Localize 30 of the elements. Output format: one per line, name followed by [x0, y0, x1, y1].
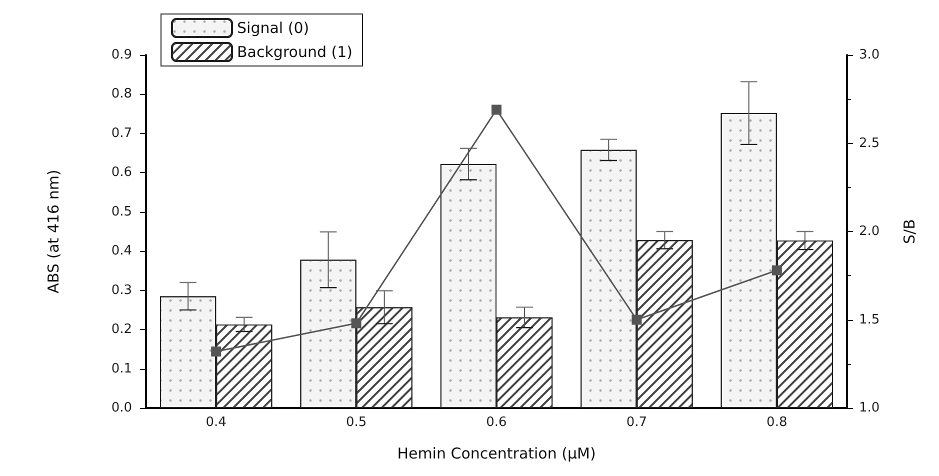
y-axis-title: ABS (at 416 nm): [44, 170, 62, 294]
y-tick-label: 0.9: [111, 48, 132, 62]
point: [772, 265, 782, 276]
y-tick-label: 0.0: [111, 400, 132, 416]
y-tick-label: 0.4: [111, 244, 132, 259]
y2-tick-label: 1.5: [859, 312, 880, 328]
point: [211, 346, 222, 357]
y2-tick-label: 2.5: [859, 136, 880, 151]
x-tick-label: 0.4: [206, 415, 226, 430]
x-tick-label: 0.5: [346, 415, 367, 430]
y-tick-label: 0.2: [111, 322, 132, 338]
y-tick-label: 0.3: [111, 282, 132, 298]
legend-label: Background (1): [237, 43, 353, 61]
point: [351, 318, 362, 328]
y-tick-label: 0.5: [111, 204, 132, 220]
point: [492, 104, 502, 115]
y-tick-label: 0.7: [111, 126, 132, 141]
x-tick-label: 0.6: [486, 415, 507, 430]
x-tick-label: 0.7: [626, 415, 648, 430]
y-tick-label: 0.6: [111, 165, 132, 180]
y2-tick-label: 1.0: [859, 400, 880, 416]
y-tick-label: 0.1: [111, 361, 132, 376]
y2-tick-label: 2.0: [859, 224, 880, 239]
y2-axis-title: S/B: [900, 219, 918, 244]
x-tick-label: 0.8: [766, 415, 788, 430]
legend-label: Signal (0): [237, 19, 310, 37]
y2-tick-label: 3.0: [859, 48, 880, 62]
y-tick-label: 0.8: [111, 86, 132, 102]
point: [632, 314, 642, 325]
x-axis-title: Hemin Concentration (μM): [397, 444, 596, 462]
